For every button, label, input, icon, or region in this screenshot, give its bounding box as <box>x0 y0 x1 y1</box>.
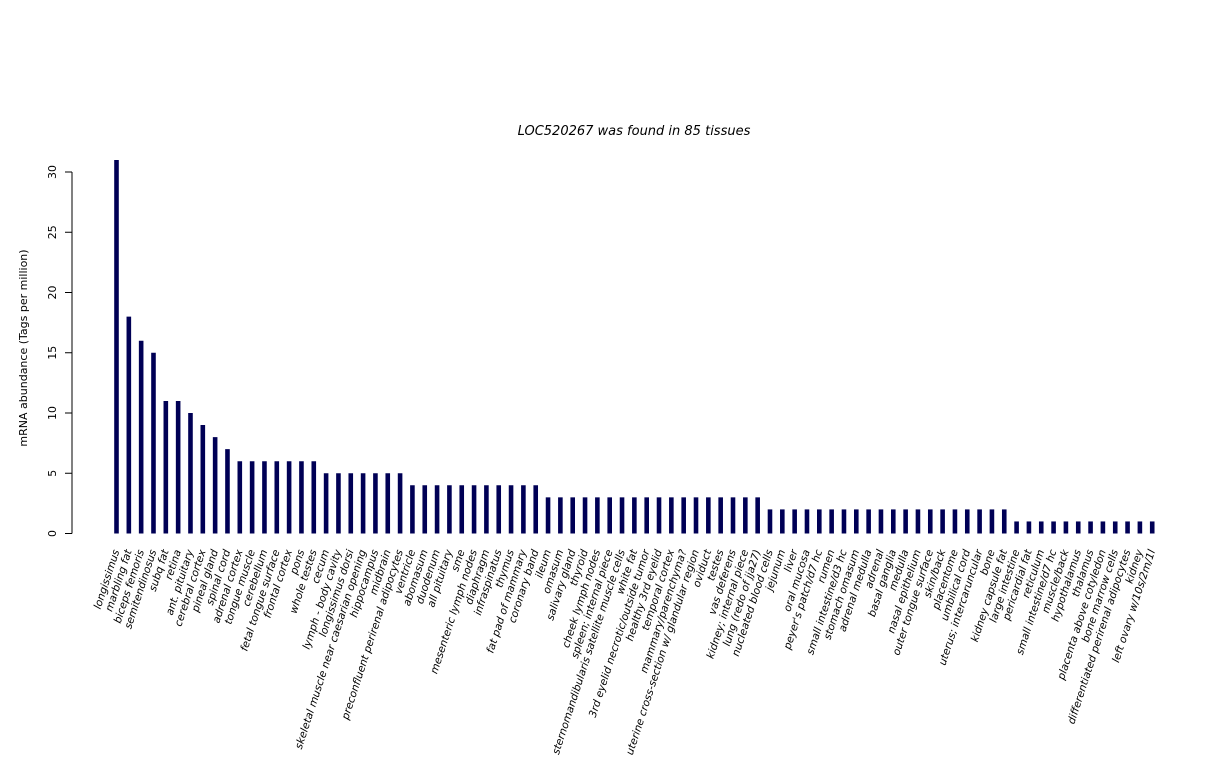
y-tick-label: 30 <box>46 165 59 179</box>
y-tick-label: 5 <box>46 470 59 477</box>
chart-title: LOC520267 was found in 85 tissues <box>518 124 751 139</box>
y-tick-label: 25 <box>46 225 59 239</box>
y-tick-label: 15 <box>46 346 59 360</box>
y-tick-label: 10 <box>46 406 59 420</box>
y-tick-label: 20 <box>46 286 59 300</box>
y-axis: 0 5 10 15 20 25 30 <box>46 165 73 537</box>
bars <box>114 159 1155 534</box>
y-axis-label: mRNA abundance (Tags per million) <box>17 249 30 446</box>
y-tick-label: 0 <box>46 530 59 537</box>
